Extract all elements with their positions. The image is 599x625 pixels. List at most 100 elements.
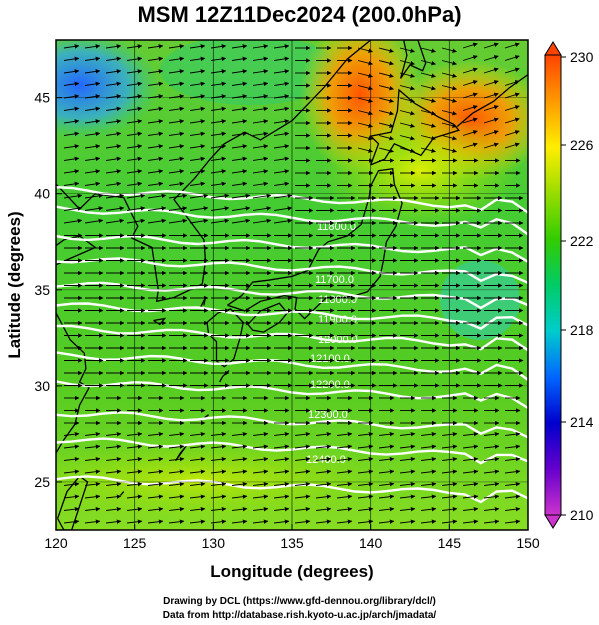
wind-arrow (420, 481, 437, 487)
wind-arrow (504, 469, 521, 474)
y-tick-label: 40 (34, 186, 50, 202)
wind-arrow (168, 169, 185, 174)
wind-arrow (420, 519, 437, 524)
wind-arrow (336, 431, 353, 437)
wind-arrow (504, 456, 521, 462)
wind-arrow (252, 181, 269, 187)
wind-arrow (273, 519, 290, 524)
y-axis: 25 30 35 40 45 (34, 90, 62, 490)
wind-arrow (168, 206, 188, 211)
wind-arrow (168, 144, 185, 149)
wind-arrow (483, 481, 500, 487)
wind-arrow (483, 130, 499, 136)
wind-arrow (84, 44, 101, 49)
wind-arrow (273, 506, 290, 512)
wind-arrow (105, 131, 122, 137)
wind-arrow (462, 67, 478, 74)
wind-arrow (84, 218, 104, 224)
wind-arrow (168, 106, 185, 112)
wind-arrow (63, 119, 80, 124)
wind-arrow (126, 206, 146, 211)
wind-arrow (231, 506, 248, 512)
x-axis: 120 125 130 135 140 145 150 (44, 524, 540, 551)
grid-lines (56, 40, 528, 530)
wind-arrow (231, 169, 248, 174)
wind-arrow (105, 481, 122, 487)
wind-arrow (504, 142, 520, 149)
wind-arrow (483, 469, 500, 474)
wind-arrow (105, 44, 122, 49)
wind-arrow (210, 193, 230, 199)
wind-arrow (399, 47, 415, 53)
wind-arrow (378, 469, 395, 474)
wind-arrow (231, 431, 248, 437)
wind-arrow (63, 456, 80, 462)
wind-arrow (168, 444, 185, 449)
wind-arrow (315, 494, 332, 499)
wind-arrow (357, 72, 373, 78)
wind-arrow (504, 494, 521, 499)
coastline-segment (56, 475, 89, 530)
wind-arrow (420, 110, 436, 116)
wind-arrow (168, 119, 185, 124)
wind-arrow (462, 42, 478, 49)
wind-arrow (273, 44, 290, 49)
wind-arrow (189, 469, 206, 474)
wind-arrow (273, 456, 290, 462)
wind-arrow (84, 444, 101, 449)
wind-arrow (399, 481, 416, 487)
wind-arrow (294, 519, 311, 524)
wind-arrow (399, 431, 416, 437)
y-tick-label: 35 (34, 282, 50, 298)
wind-arrow (63, 69, 80, 74)
wind-arrow (399, 72, 415, 78)
wind-arrow (63, 494, 80, 499)
contour-label: 12200.0 (310, 379, 350, 391)
wind-arrow (168, 431, 185, 437)
wind-arrow (504, 130, 520, 136)
wind-arrow (147, 456, 164, 462)
x-tick-label: 135 (280, 535, 304, 551)
wind-arrow (63, 181, 80, 187)
wind-arrow (63, 169, 80, 174)
wind-arrow (399, 494, 416, 499)
wind-arrow (252, 469, 269, 474)
wind-arrow (483, 456, 500, 462)
wind-arrow (420, 72, 436, 78)
wind-arrow (252, 169, 269, 174)
wind-arrow (399, 97, 415, 103)
wind-arrow (252, 56, 269, 62)
wind-arrow (252, 506, 269, 512)
wind-arrow (462, 506, 479, 512)
wind-arrow (315, 444, 332, 449)
wind-arrow (189, 169, 206, 174)
wind-arrow (63, 56, 80, 62)
wind-arrow (357, 47, 373, 53)
wind-arrow (294, 456, 311, 462)
wind-arrow (84, 193, 104, 199)
credit-drawing: Drawing by DCL (https://www.gfd-dennou.o… (163, 596, 436, 607)
wind-arrow (504, 444, 521, 449)
wind-arrow (126, 193, 146, 199)
wind-arrow (273, 81, 290, 87)
wind-arrow (483, 431, 500, 437)
colorbar-top-arrow (544, 41, 562, 56)
wind-arrow (105, 144, 122, 149)
x-tick-label: 120 (44, 535, 68, 551)
wind-arrow (399, 85, 415, 91)
wind-arrow (462, 80, 478, 86)
wind-arrow (168, 193, 188, 199)
wind-arrow (294, 481, 311, 487)
wind-arrow (231, 481, 248, 487)
wind-arrow (378, 506, 395, 512)
wind-arrow (84, 69, 101, 74)
wind-arrow (483, 42, 499, 49)
wind-arrow (483, 80, 499, 86)
wind-arrow (147, 81, 164, 87)
wind-arrow (252, 206, 272, 211)
wind-arrow (420, 147, 436, 153)
coastline-segment (399, 40, 427, 79)
wind-arrow (336, 469, 353, 474)
wind-arrow (63, 156, 80, 162)
